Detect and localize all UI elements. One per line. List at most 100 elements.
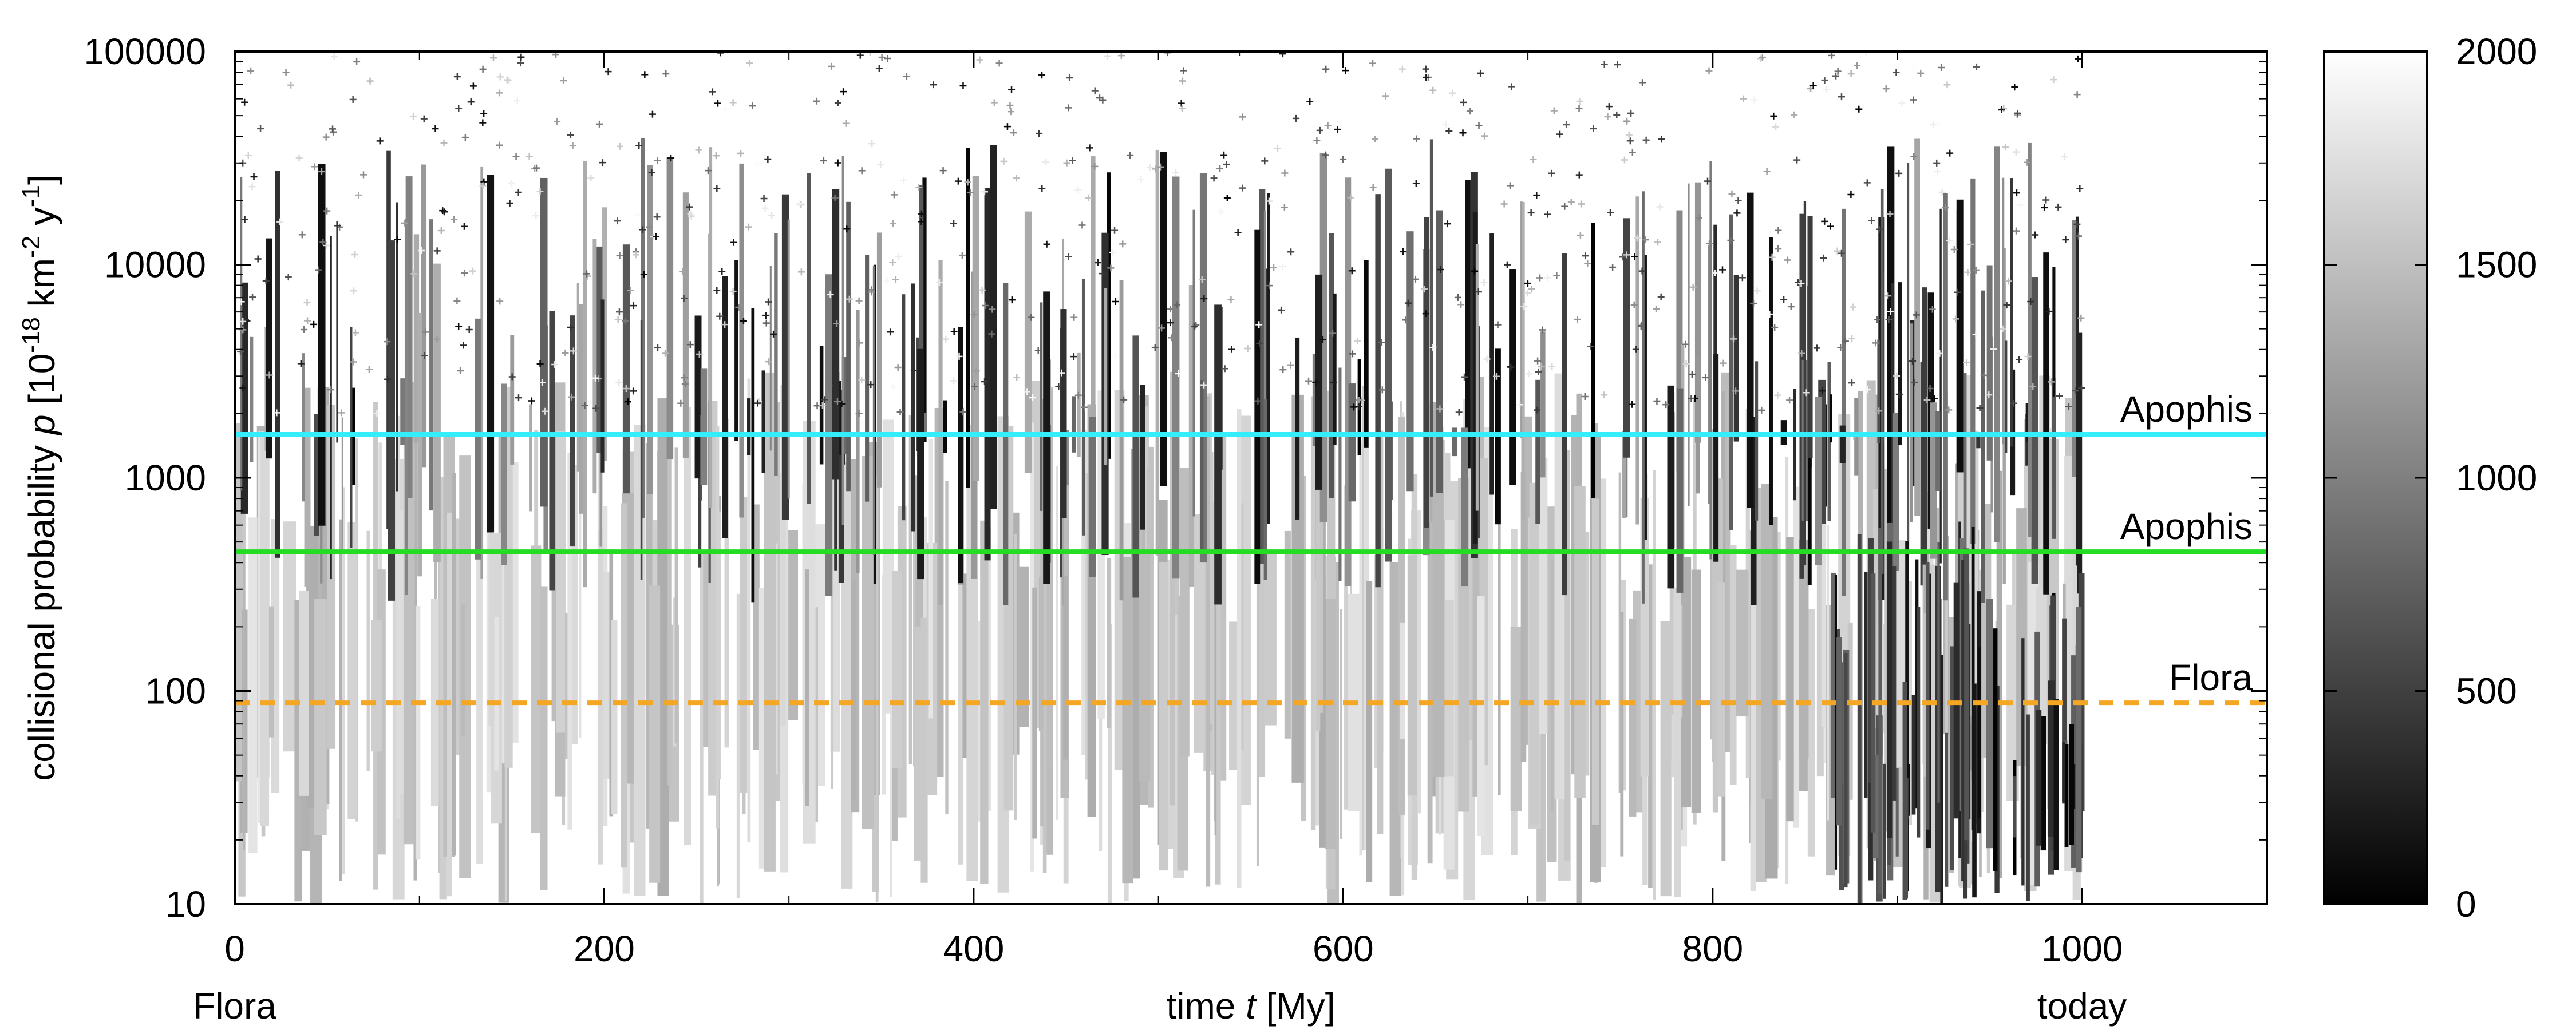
scatter-point: [1413, 135, 1420, 142]
scatter-point: [1220, 151, 1228, 159]
scatter-point: [855, 410, 863, 417]
scatter-point: [1316, 126, 1323, 134]
scatter-point: [2078, 385, 2085, 392]
scatter-strand: [716, 426, 720, 829]
scatter-point: [688, 212, 695, 220]
scatter-point: [1631, 253, 1638, 260]
scatter-point: [1104, 52, 1111, 60]
scatter-strand: [2004, 340, 2008, 453]
scatter-point: [1058, 369, 1065, 377]
scatter-strand: [1836, 637, 1842, 826]
scatter-point: [831, 194, 839, 201]
scatter-point: [1109, 249, 1116, 256]
scatter-strand: [1834, 575, 1838, 870]
scatter-point: [1842, 338, 1849, 345]
scatter-point: [1322, 65, 1330, 73]
scatter-strand: [404, 219, 408, 595]
scatter-strand: [912, 470, 916, 767]
scatter-strand: [366, 530, 370, 771]
colorbar: [2323, 50, 2428, 905]
scatter-point: [1398, 65, 1406, 73]
scatter-point: [2062, 236, 2069, 244]
scatter-strand: [1179, 468, 1190, 757]
scatter-strand: [1623, 218, 1630, 458]
scatter-strand: [1291, 394, 1304, 783]
scatter-strand: [1821, 418, 1827, 727]
scatter-point: [453, 297, 461, 304]
scatter-point: [632, 251, 639, 259]
scatter-strand: [1385, 168, 1392, 562]
scatter-point: [1946, 149, 1954, 157]
scatter-strand: [2043, 252, 2049, 595]
scatter-point: [1329, 330, 1337, 337]
scatter-strand: [1803, 201, 1807, 565]
scatter-point: [496, 298, 504, 305]
scatter-strand: [1091, 156, 1096, 451]
scatter-point: [1621, 156, 1628, 164]
scatter-point: [1495, 125, 1502, 132]
scatter-point: [1682, 340, 1689, 348]
scatter-strand: [1436, 210, 1443, 493]
scatter-point: [599, 159, 606, 167]
scatter-point: [1625, 131, 1633, 138]
scatter-point: [918, 218, 925, 225]
scatter-strand: [865, 255, 870, 502]
scatter-point: [971, 383, 978, 390]
scatter-strand: [1325, 599, 1336, 849]
scatter-strand: [1406, 231, 1414, 492]
scatter-point: [453, 73, 461, 80]
scatter-strand: [1348, 383, 1356, 502]
scatter-point: [617, 142, 624, 150]
scatter-point: [373, 410, 381, 417]
scatter-point: [1873, 316, 1880, 323]
scatter-strand: [452, 473, 456, 856]
scatter-point: [353, 58, 361, 65]
scatter-strand: [1077, 352, 1081, 457]
scatter-strand: [347, 522, 357, 819]
scatter-point: [641, 71, 649, 78]
scatter-strand: [1880, 189, 1884, 574]
scatter-point: [1990, 346, 1997, 353]
scatter-point: [323, 241, 330, 249]
x-tick-label: 800: [1682, 928, 1743, 969]
scatter-point: [1350, 403, 1358, 411]
scatter-strand: [1945, 733, 1949, 887]
y-axis-ticks: 10 100 1000 10000 100000: [84, 31, 2267, 925]
scatter-strand: [1170, 371, 1175, 806]
scatter-strand: [769, 266, 772, 451]
scatter-point: [241, 216, 248, 223]
scatter-point: [1024, 388, 1031, 395]
scatter-point: [1043, 240, 1050, 248]
scatter-point: [479, 65, 487, 73]
scatter-strand: [2052, 397, 2056, 539]
scatter-point: [838, 400, 846, 407]
scatter-strand: [718, 511, 721, 780]
scatter-point: [1929, 306, 1936, 313]
scatter-point: [2016, 356, 2023, 363]
scatter-point: [1038, 72, 1046, 79]
scatter-point: [417, 247, 425, 254]
scatter-point: [1633, 235, 1641, 242]
scatter-strand: [958, 477, 963, 865]
x-tick-label: 0: [224, 928, 245, 969]
scatter-strand: [633, 425, 646, 896]
scatter-strand: [1926, 562, 1930, 830]
scatter-point: [239, 318, 247, 325]
scatter-point: [1864, 386, 1871, 393]
scatter-point: [729, 99, 737, 106]
scatter-strand: [1986, 265, 1993, 461]
scatter-strand: [1670, 543, 1674, 715]
scatter-strand: [1847, 623, 1853, 800]
scatter-point: [1802, 178, 1809, 185]
scatter-point: [1607, 209, 1614, 216]
scatter-strand: [1917, 607, 1921, 838]
scatter-point: [536, 360, 544, 367]
scatter-point: [1006, 102, 1014, 109]
scatter-point: [1167, 319, 1174, 327]
scatter-point: [266, 371, 273, 379]
scatter-strand: [917, 348, 924, 580]
scatter-point: [1007, 108, 1014, 116]
scatter-point: [796, 200, 804, 208]
scatter-point: [1720, 359, 1727, 367]
scatter-point: [1404, 299, 1412, 307]
